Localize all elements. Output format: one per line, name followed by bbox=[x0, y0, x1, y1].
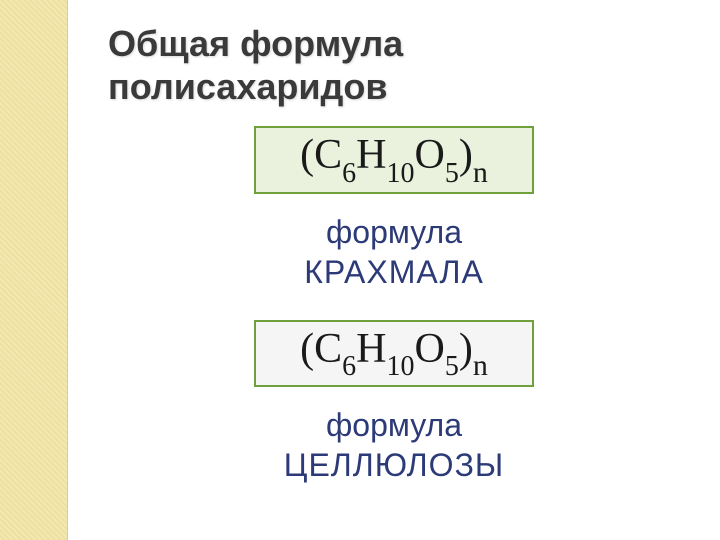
label-cellulose-line2: ЦЕЛЛЮЛОЗЫ bbox=[284, 447, 504, 483]
label-starch: формула КРАХМАЛА bbox=[98, 212, 690, 292]
label-cellulose: формула ЦЕЛЛЮЛОЗЫ bbox=[98, 405, 690, 485]
slide-title: Общая формула полисахаридов bbox=[108, 22, 690, 108]
title-line-2: полисахаридов bbox=[108, 66, 387, 107]
formula-box-cellulose: (C6H10O5)n bbox=[254, 320, 534, 387]
slide-content: Общая формула полисахаридов (C6H10O5)n ф… bbox=[68, 0, 720, 540]
formula-starch: (C6H10O5)n bbox=[300, 132, 488, 178]
label-starch-line1: формула bbox=[326, 214, 462, 250]
label-starch-line2: КРАХМАЛА bbox=[304, 254, 484, 290]
label-cellulose-line1: формула bbox=[326, 407, 462, 443]
formula-cellulose: (C6H10O5)n bbox=[300, 326, 488, 372]
decorative-left-stripe bbox=[0, 0, 68, 540]
title-line-1: Общая формула bbox=[108, 23, 403, 64]
formula-box-starch: (C6H10O5)n bbox=[254, 126, 534, 193]
